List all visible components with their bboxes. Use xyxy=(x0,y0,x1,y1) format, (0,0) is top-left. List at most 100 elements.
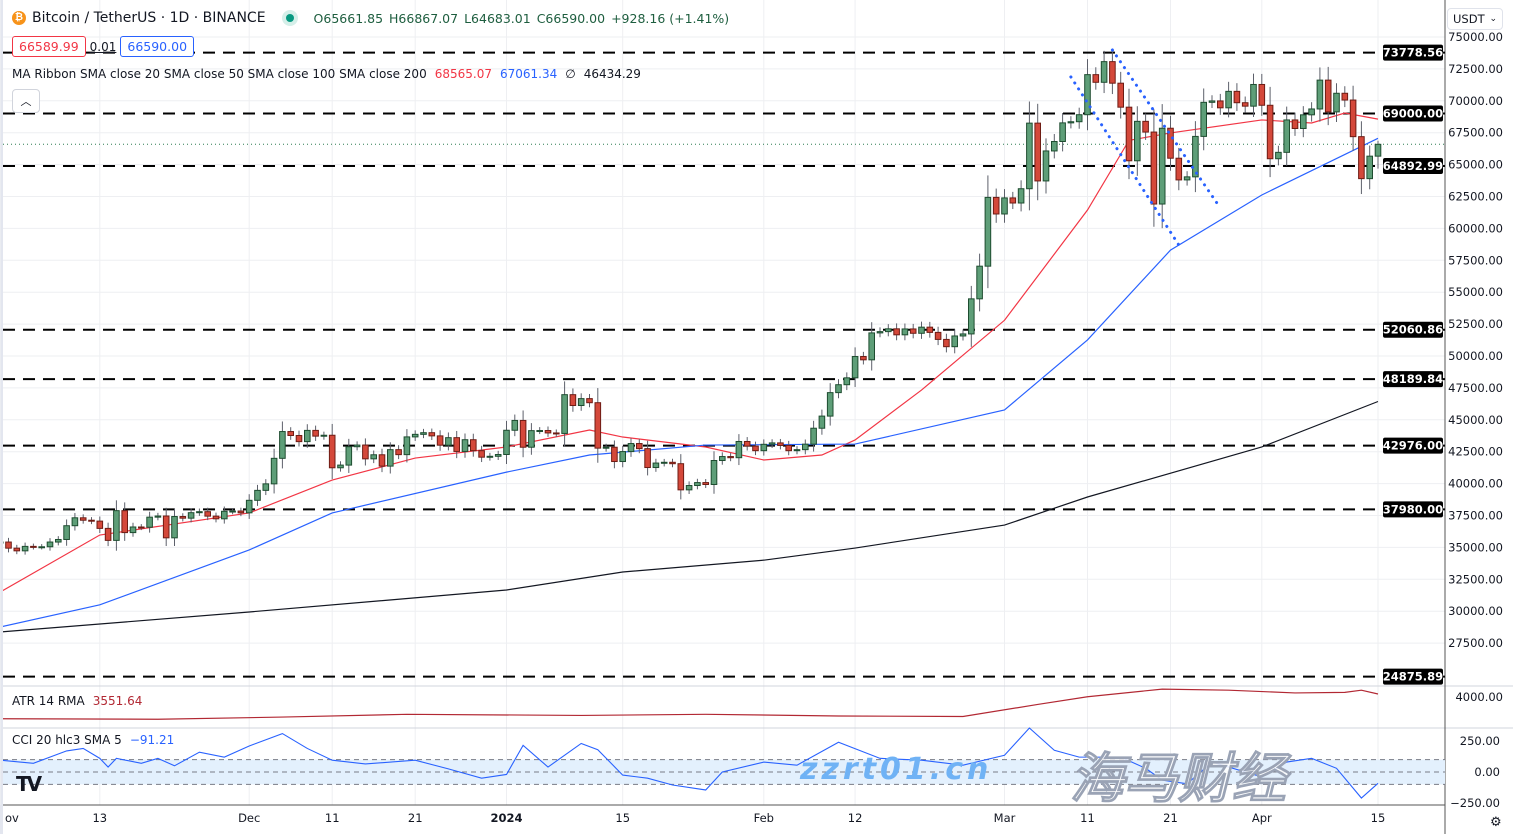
candle-body-up xyxy=(1250,83,1257,107)
candle-body-down xyxy=(328,434,336,469)
level-price-tag xyxy=(1383,157,1443,174)
candle xyxy=(1358,121,1365,195)
candle xyxy=(702,479,710,489)
candle xyxy=(486,452,494,461)
settings-gear-icon[interactable]: ⚙ xyxy=(1490,815,1502,830)
candle xyxy=(279,421,286,469)
sell-button[interactable]: 66589.99 xyxy=(12,36,86,57)
level-price-label: 73778.56 xyxy=(1383,46,1443,60)
atr-legend[interactable]: ATR 14 RMA 3551.64 xyxy=(12,694,142,708)
time-tick-label: Apr xyxy=(1252,811,1272,825)
candle-body-up xyxy=(21,545,29,552)
collapse-legend-button[interactable]: ︿ xyxy=(12,89,40,113)
candle xyxy=(88,517,95,525)
candle xyxy=(21,542,29,555)
buy-button[interactable]: 66590.00 xyxy=(120,36,195,57)
candle xyxy=(304,424,311,448)
candle-body-up xyxy=(984,196,992,267)
symbol-title[interactable]: Bitcoin / TetherUS · 1D · BINANCE xyxy=(32,10,266,26)
candle-body-down xyxy=(1258,83,1266,106)
price-tick-label: 52500.00 xyxy=(1448,317,1503,331)
candle xyxy=(1300,106,1307,138)
candle-body-down xyxy=(992,196,1000,215)
candle-body-down xyxy=(1233,90,1241,104)
candle xyxy=(71,512,79,531)
ma-ribbon-title: MA Ribbon SMA close 20 SMA close 50 SMA … xyxy=(12,67,427,81)
candle xyxy=(1117,71,1125,119)
candle xyxy=(13,544,21,555)
candle xyxy=(378,448,386,473)
candle xyxy=(553,429,560,437)
cci-legend[interactable]: CCI 20 hlc3 SMA 5 −91.21 xyxy=(12,733,174,747)
candle xyxy=(1042,138,1050,194)
candle-body-up xyxy=(602,446,610,449)
candle-body-up xyxy=(279,431,286,459)
candle xyxy=(1208,95,1216,109)
candle-body-up xyxy=(760,443,768,452)
candle xyxy=(287,427,294,440)
candle xyxy=(1283,106,1291,166)
candle xyxy=(569,388,577,412)
sma20-value: 68565.07 xyxy=(434,67,492,81)
candle-body-up xyxy=(627,443,635,453)
price-tick-label: 70000.00 xyxy=(1448,94,1503,108)
candle-body-down xyxy=(1349,99,1357,138)
currency-selector[interactable]: USDT ⌄ xyxy=(1447,8,1503,30)
candle xyxy=(826,383,834,426)
candle xyxy=(262,479,270,496)
candle xyxy=(1349,85,1357,151)
candle-body-down xyxy=(1167,127,1174,159)
atr-line xyxy=(3,688,1379,720)
candle xyxy=(677,454,685,500)
candle-body-down xyxy=(727,456,734,459)
spread-value: 0.01 xyxy=(89,39,117,54)
candle xyxy=(187,508,195,523)
candle xyxy=(96,516,104,533)
ma-ribbon-legend[interactable]: MA Ribbon SMA close 20 SMA close 50 SMA … xyxy=(12,67,641,81)
candle-body-up xyxy=(1283,119,1291,153)
price-tick-label: 50000.00 xyxy=(1448,349,1503,363)
candle xyxy=(204,507,211,521)
candle-body-down xyxy=(436,435,444,446)
sma50-line xyxy=(3,137,1379,628)
cci-line xyxy=(3,727,1379,799)
candle xyxy=(503,420,510,464)
ohlc-high: H66867.07 xyxy=(389,10,459,26)
candle-body-down xyxy=(1009,197,1017,204)
candle xyxy=(221,506,228,524)
candle-body-up xyxy=(511,419,519,431)
candle xyxy=(594,388,602,463)
candle-body-up xyxy=(254,489,261,501)
time-tick-label: Feb xyxy=(754,811,774,825)
candle-body-up xyxy=(577,398,585,407)
cci-value: −91.21 xyxy=(129,733,175,747)
candle xyxy=(212,512,220,523)
candle xyxy=(644,440,651,476)
candle xyxy=(885,324,892,337)
level-price-label: 64892.99 xyxy=(1383,159,1443,173)
price-tick-label: 30000.00 xyxy=(1448,604,1503,618)
candle-body-up xyxy=(1001,197,1008,215)
candle-body-down xyxy=(1291,119,1299,129)
candle xyxy=(735,434,743,466)
candle-body-down xyxy=(677,463,685,491)
candle xyxy=(1266,86,1274,178)
level-price-label: 42976.00 xyxy=(1383,439,1443,453)
candle xyxy=(752,441,759,456)
price-tick-label: 57500.00 xyxy=(1448,253,1503,267)
candle xyxy=(652,458,660,472)
price-tick-label: 72500.00 xyxy=(1448,62,1503,76)
candle-body-up xyxy=(387,449,394,467)
candle-body-up xyxy=(536,430,544,433)
candle-body-up xyxy=(146,516,153,528)
level-price-label: 69000.00 xyxy=(1383,107,1443,121)
tradingview-logo[interactable]: TV xyxy=(16,772,42,796)
bitcoin-logo-icon: ₿ xyxy=(12,11,26,25)
candle-body-up xyxy=(710,460,718,485)
candle xyxy=(461,433,469,458)
candle xyxy=(528,423,535,455)
candle xyxy=(943,333,950,353)
candle-body-down xyxy=(312,429,319,437)
candle-body-up xyxy=(735,440,743,459)
